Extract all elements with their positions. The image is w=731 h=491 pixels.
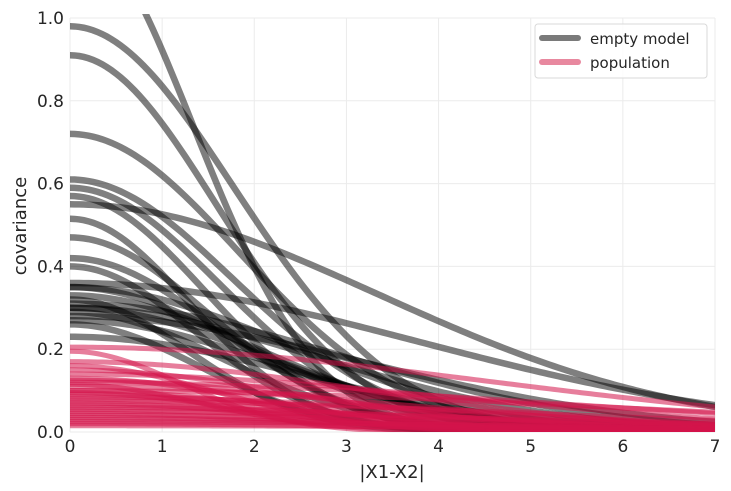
x-tick-label: 0 xyxy=(65,437,76,457)
x-tick-label: 1 xyxy=(157,437,168,457)
y-axis-label: covariance xyxy=(10,177,31,275)
y-tick-label: 0.0 xyxy=(37,423,64,443)
legend-label-population: population xyxy=(590,54,670,72)
curves-group xyxy=(70,14,715,432)
legend-label-empty-model: empty model xyxy=(590,30,690,48)
population-curve xyxy=(70,388,715,415)
population-curve xyxy=(70,344,715,410)
x-tick-label: 3 xyxy=(341,437,352,457)
y-axis-ticks: 0.0 0.2 0.4 0.6 0.8 1.0 xyxy=(37,9,64,443)
x-tick-label: 2 xyxy=(249,437,260,457)
y-tick-label: 1.0 xyxy=(37,9,64,29)
legend: empty model population xyxy=(534,23,708,79)
x-tick-label: 5 xyxy=(525,437,536,457)
population-curve xyxy=(70,412,715,427)
x-axis-ticks: 0 1 2 3 4 5 6 7 xyxy=(65,437,721,457)
empty-model-curve xyxy=(70,201,715,411)
x-tick-label: 4 xyxy=(433,437,444,457)
population-curve xyxy=(70,398,715,423)
x-axis-label: |X1-X2| xyxy=(359,462,424,483)
y-tick-label: 0.6 xyxy=(37,175,64,195)
population-curve xyxy=(70,423,715,431)
x-tick-label: 6 xyxy=(617,437,628,457)
y-tick-label: 0.4 xyxy=(37,257,64,277)
x-tick-label: 7 xyxy=(710,437,721,457)
y-tick-label: 0.2 xyxy=(37,340,64,360)
y-tick-label: 0.8 xyxy=(37,92,64,112)
empty-model-curve xyxy=(70,279,715,409)
plot-area xyxy=(70,14,715,432)
